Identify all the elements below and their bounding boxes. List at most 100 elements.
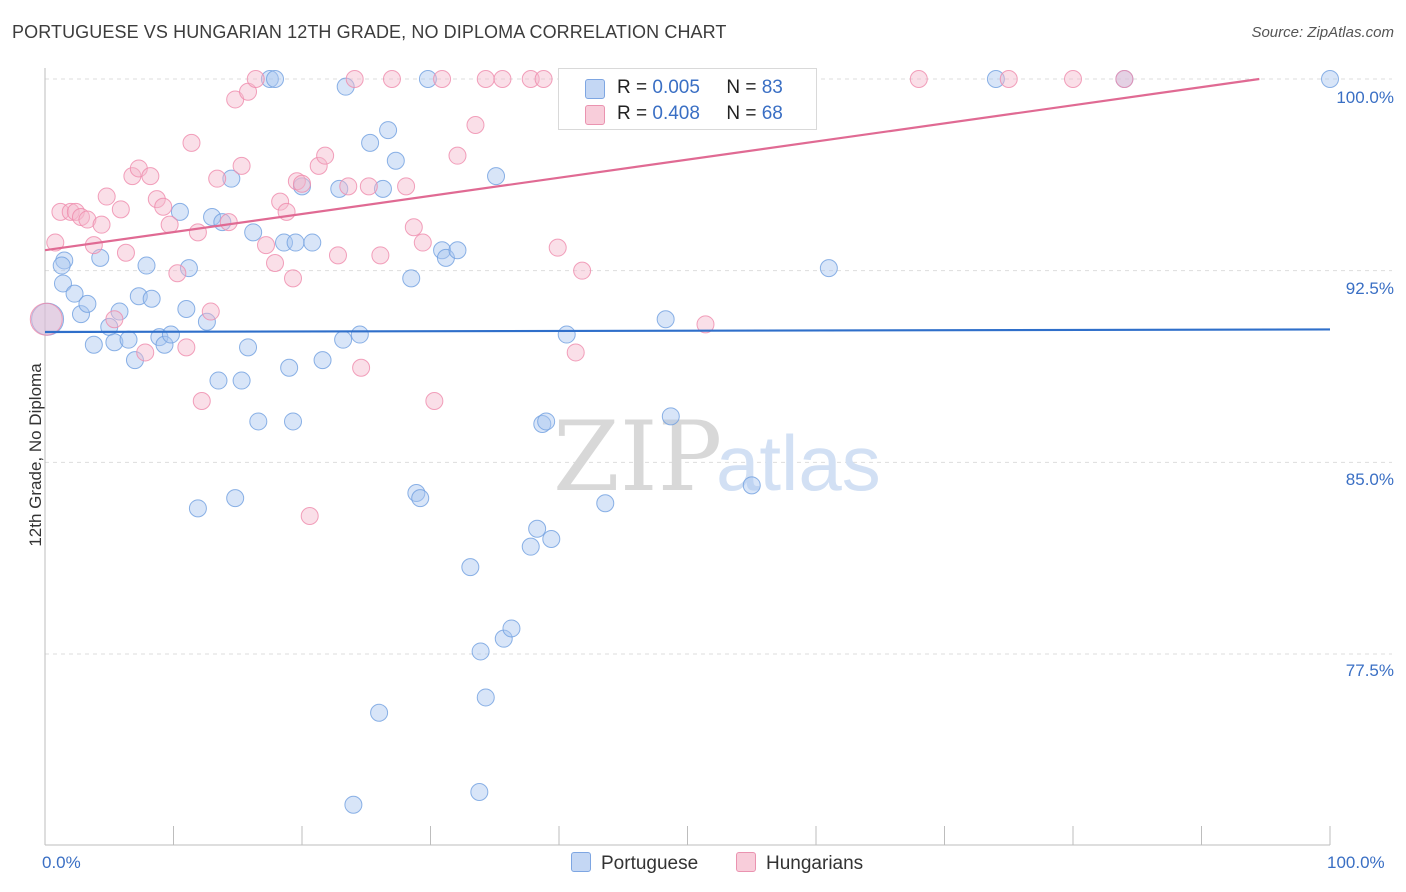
portuguese-point (161, 325, 180, 344)
y-axis-label: 12th Grade, No Diploma (26, 363, 45, 547)
portuguese-point (418, 70, 437, 88)
hungarians-point (192, 392, 211, 410)
hungarians-point (105, 310, 124, 329)
hungarians-point (177, 338, 196, 357)
hungarians-point (219, 213, 238, 232)
hungarians-point (345, 70, 364, 88)
hungarians-point (188, 223, 207, 242)
hungarians-trend-line (44, 77, 1260, 252)
legend-swatch-hungarians (585, 105, 605, 125)
hungarians-point (425, 392, 444, 410)
hungarians-point (413, 233, 432, 252)
legend-swatch-hungarians (736, 852, 756, 872)
hungarians-point (1115, 70, 1134, 88)
portuguese-point (336, 77, 355, 96)
portuguese-point (379, 121, 398, 140)
hungarians-point (352, 358, 371, 377)
watermark-zip: ZIP (553, 401, 722, 513)
hungarians-point (696, 315, 715, 334)
portuguese-point (239, 338, 258, 357)
hungarians-point (371, 246, 390, 265)
legend-r-value: 0.005 (652, 77, 700, 98)
hungarians-point (287, 172, 306, 191)
hungarians-point (116, 243, 135, 262)
hungarians-point (909, 70, 928, 88)
portuguese-point (370, 703, 389, 722)
hungarians-point (448, 146, 467, 165)
hungarians-point (999, 70, 1018, 88)
hungarians-point (257, 236, 276, 255)
hungarians-point (147, 190, 166, 209)
portuguese-point (232, 371, 251, 390)
hungarians-point (61, 202, 80, 221)
x-tick-label-min: 0.0% (42, 853, 81, 872)
legend-label-portuguese: Portuguese (601, 853, 699, 874)
hungarians-point (316, 146, 335, 165)
hungarians-point (111, 200, 130, 219)
portuguese-point (260, 70, 279, 88)
watermark: ZIP atlas (553, 401, 881, 513)
portuguese-point (84, 335, 103, 354)
hungarians-point (573, 261, 592, 280)
portuguese-point (537, 412, 556, 431)
portuguese-point (303, 233, 322, 252)
portuguese-point (373, 179, 392, 198)
portuguese-point (53, 274, 72, 293)
portuguese-point (170, 202, 189, 221)
portuguese-point (528, 519, 547, 538)
portuguese-point (656, 310, 675, 329)
portuguese-point (155, 335, 174, 354)
hungarians-point (160, 215, 179, 234)
portuguese-point (661, 407, 680, 426)
hungarians-point (123, 167, 142, 186)
hungarians-point (208, 169, 227, 188)
legend-n-label: N = (726, 103, 757, 124)
portuguese-point (55, 251, 74, 270)
portuguese-point (461, 558, 480, 577)
legend-r-label: R = (617, 77, 648, 98)
y-tick-label: 77.5% (1345, 661, 1394, 680)
y-tick-label: 85.0% (1345, 470, 1394, 489)
portuguese-point (188, 499, 207, 518)
hungarians-point (29, 302, 63, 336)
hungarians-point (1064, 70, 1082, 88)
hungarians-point (168, 264, 187, 283)
hungarians-point (293, 174, 311, 193)
y-tick-label: 92.5% (1345, 279, 1394, 298)
legend-r-label: R = (617, 103, 648, 124)
portuguese-point (177, 300, 196, 318)
legend-item-portuguese: Portuguese (571, 852, 698, 875)
portuguese-point (249, 412, 268, 431)
hungarians-point (339, 177, 358, 196)
grid-lines (45, 78, 1392, 655)
portuguese-point (284, 412, 303, 431)
portuguese-point (65, 284, 84, 303)
hungarians-point (46, 233, 65, 252)
hungarians-point (548, 238, 567, 257)
portuguese-point (334, 330, 353, 349)
portuguese-point (411, 489, 430, 508)
chart-source: Source: ZipAtlas.com (1251, 24, 1394, 41)
portuguese-point (819, 259, 838, 278)
hungarians-point (92, 215, 111, 234)
trend-lines (44, 77, 1331, 334)
portuguese-point (119, 330, 138, 349)
portuguese-point (521, 537, 540, 556)
portuguese-point (222, 169, 241, 188)
hungarians-point (521, 70, 540, 88)
hungarians-point (466, 116, 485, 134)
portuguese-point (448, 241, 467, 260)
portuguese-point (986, 70, 1005, 88)
portuguese-point (142, 289, 161, 308)
portuguese-point (494, 629, 513, 648)
portuguese-point (1321, 70, 1339, 88)
hungarians-point (359, 177, 378, 196)
hungarians-point (397, 177, 416, 196)
hungarians-point (51, 202, 70, 221)
portuguese-point (125, 351, 144, 370)
portuguese-point (179, 259, 198, 278)
legend-n-value: 83 (761, 77, 783, 98)
portuguese-point (266, 70, 285, 88)
legend-r-value: 0.408 (652, 103, 700, 124)
portuguese-point (203, 208, 222, 226)
